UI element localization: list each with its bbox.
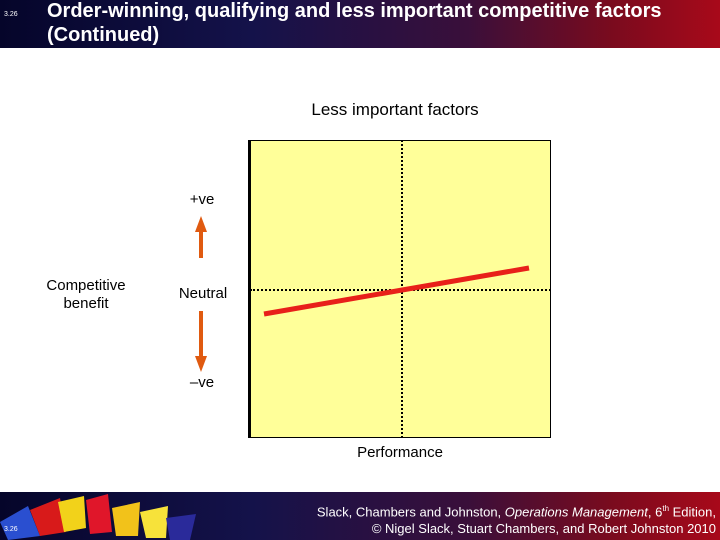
citation-edition: , 6	[647, 504, 663, 520]
citation-authors: Slack, Chambers and Johnston,	[316, 504, 505, 520]
slide-number: 3.26	[4, 11, 18, 18]
citation-edition-sup: th	[662, 504, 670, 513]
neutral-label: Neutral	[178, 285, 228, 302]
diagram-title: Less important factors	[311, 100, 479, 119]
citation-book: Operations Management	[504, 504, 648, 520]
y-axis-label: Competitive benefit	[46, 277, 126, 312]
x-axis-label: Performance	[357, 444, 443, 461]
slide-title: Order-winning, qualifying and less impor…	[47, 0, 662, 46]
negative-label: –ve	[189, 374, 215, 391]
title-bar	[0, 0, 720, 48]
paint-tubes-logo-icon	[0, 494, 196, 540]
slide-number-footer: 3.26	[4, 526, 18, 533]
citation: Slack, Chambers and Johnston, Operations…	[270, 500, 716, 537]
down-arrow-icon	[195, 311, 207, 372]
positive-label: +ve	[189, 191, 215, 208]
citation-copyright: © Nigel Slack, Stuart Chambers, and Robe…	[371, 521, 716, 537]
plot-shadow-left	[248, 140, 251, 438]
citation-edition-post: Edition,	[669, 504, 716, 520]
benefit-line	[263, 265, 530, 317]
up-arrow-icon	[195, 216, 207, 258]
